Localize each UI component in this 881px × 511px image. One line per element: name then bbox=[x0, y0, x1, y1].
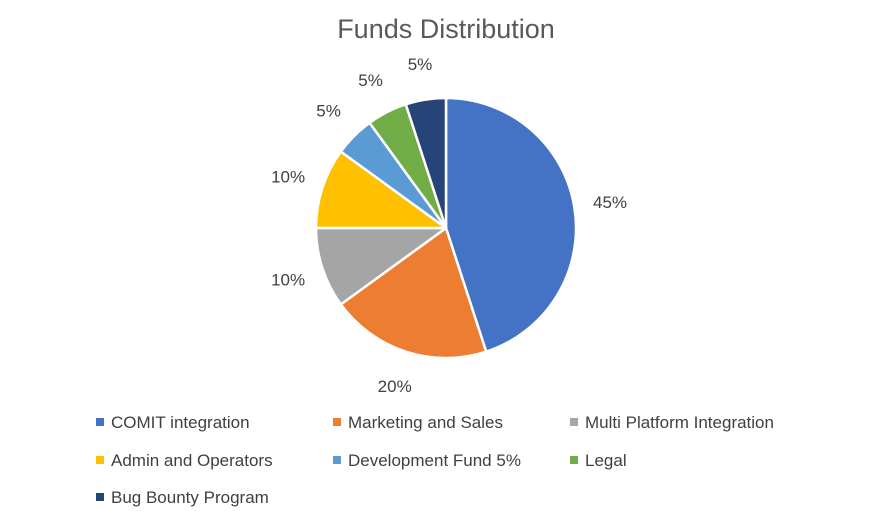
legend-item-bug-bounty-program: Bug Bounty Program bbox=[96, 488, 269, 507]
pie-slice-bug-bounty-program bbox=[404, 96, 448, 230]
legend-label: Multi Platform Integration bbox=[585, 413, 774, 432]
data-label-comit-integration: 45% bbox=[593, 193, 627, 212]
data-label-bug-bounty-program: 5% bbox=[408, 55, 433, 74]
legend-item-comit-integration: COMIT integration bbox=[96, 413, 250, 432]
pie-slice-comit-integration bbox=[444, 96, 578, 353]
legend: COMIT integration Marketing and Sales Mult… bbox=[96, 413, 774, 507]
legend-swatch bbox=[333, 456, 341, 464]
legend-item-multi-platform-integration: Multi Platform Integration bbox=[570, 413, 774, 432]
legend-swatch bbox=[570, 456, 578, 464]
chart-title: Funds Distribution bbox=[337, 14, 555, 44]
legend-label: Admin and Operators bbox=[111, 451, 273, 470]
data-label-legal: 5% bbox=[358, 71, 383, 90]
data-label-marketing-and-sales: 20% bbox=[378, 377, 412, 396]
pie-slice-marketing-and-sales bbox=[339, 226, 488, 360]
pie-slice-admin-and-operators bbox=[314, 150, 448, 230]
legend-item-marketing-and-sales: Marketing and Sales bbox=[333, 413, 503, 432]
data-label-admin-and-operators: 10% bbox=[271, 168, 305, 187]
legend-swatch bbox=[96, 418, 104, 426]
legend-label: Bug Bounty Program bbox=[111, 488, 269, 507]
data-label-multi-platform-integration: 10% bbox=[271, 270, 305, 289]
legend-item-admin-and-operators: Admin and Operators bbox=[96, 451, 273, 470]
legend-item-development-fund-5: Development Fund 5% bbox=[333, 451, 521, 470]
legend-label: COMIT integration bbox=[111, 413, 250, 432]
legend-swatch bbox=[96, 456, 104, 464]
pie bbox=[314, 96, 578, 360]
data-labels: 45% 20% 10% 10% 5% 5% 5% bbox=[271, 55, 627, 396]
legend-label: Marketing and Sales bbox=[348, 413, 503, 432]
legend-label: Legal bbox=[585, 451, 627, 470]
legend-label: Development Fund 5% bbox=[348, 451, 521, 470]
data-label-development-fund-5: 5% bbox=[316, 102, 341, 121]
legend-item-legal: Legal bbox=[570, 451, 627, 470]
legend-swatch bbox=[333, 418, 341, 426]
pie-slice-multi-platform-integration bbox=[314, 226, 448, 306]
legend-swatch bbox=[570, 418, 578, 426]
legend-swatch bbox=[96, 493, 104, 501]
